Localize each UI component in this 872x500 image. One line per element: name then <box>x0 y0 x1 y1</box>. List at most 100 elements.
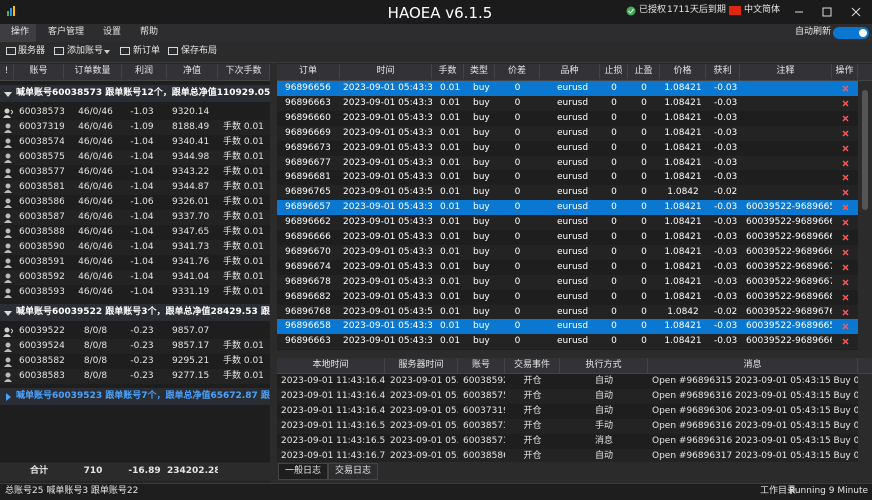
order-row[interactable] <box>277 185 858 201</box>
column-header[interactable]: 订单数量 <box>64 64 122 79</box>
order-cell: 1.08421 <box>664 232 702 242</box>
order-cell: buy <box>473 202 490 213</box>
close-order-button[interactable] <box>842 160 849 167</box>
order-cell: 0.01 <box>440 187 461 198</box>
close-order-button[interactable] <box>842 100 849 107</box>
account-cell: -1.04 <box>130 257 154 267</box>
column-header[interactable]: ! <box>0 64 14 79</box>
column-header[interactable]: 交易事件 <box>505 358 560 373</box>
close-order-button[interactable] <box>842 309 849 316</box>
order-row[interactable] <box>277 244 858 260</box>
close-order-button[interactable] <box>842 323 849 330</box>
toolbar-button[interactable]: 新订单 <box>133 46 161 56</box>
language[interactable]: 中文简体 <box>744 5 781 15</box>
order-row[interactable] <box>277 319 858 335</box>
order-row[interactable] <box>277 140 858 156</box>
menu-item[interactable]: 客户管理 <box>48 27 85 37</box>
column-header[interactable]: 消息 <box>648 358 858 373</box>
account-cell: 手数 0.01 <box>223 341 264 351</box>
order-row[interactable] <box>277 274 858 290</box>
order-row[interactable] <box>277 155 858 171</box>
order-cell: 1.08421 <box>664 157 702 168</box>
order-row[interactable] <box>277 110 858 126</box>
order-cell: 0 <box>611 112 617 123</box>
column-header[interactable]: 本地时间 <box>277 358 385 373</box>
toolbar-button[interactable]: 添加账号 <box>67 46 104 56</box>
close-order-button[interactable] <box>842 338 849 345</box>
close-order-button[interactable] <box>842 145 849 152</box>
close-order-button[interactable] <box>842 115 849 122</box>
menu-item[interactable]: 帮助 <box>140 27 159 37</box>
order-row[interactable] <box>277 215 858 231</box>
toolbar-icon <box>54 47 64 55</box>
order-cell: 0 <box>514 187 521 198</box>
account-cell: 9857.17 <box>172 341 210 351</box>
column-header[interactable]: 下次手数 <box>218 64 270 79</box>
order-row[interactable] <box>277 125 858 141</box>
order-row[interactable] <box>277 259 858 275</box>
column-header[interactable]: 价格 <box>660 64 706 79</box>
order-row[interactable] <box>277 95 858 111</box>
status-workdir[interactable]: 工作目录 <box>760 486 797 496</box>
account-cell: -0.23 <box>130 341 154 351</box>
column-header[interactable]: 时间 <box>340 64 432 79</box>
column-header[interactable]: 止盈 <box>628 64 660 79</box>
log-cell: 自动 <box>594 391 613 401</box>
order-row[interactable] <box>277 170 858 186</box>
account-icon <box>3 327 13 337</box>
order-row[interactable] <box>277 334 858 350</box>
auto-refresh-toggle[interactable] <box>833 27 869 39</box>
close-order-button[interactable] <box>842 130 849 137</box>
close-order-button[interactable] <box>842 264 849 271</box>
column-header[interactable]: 手数 <box>432 64 464 79</box>
app-title: HAOEA v6.1.5 <box>387 4 493 22</box>
order-row[interactable] <box>277 304 858 320</box>
order-row[interactable] <box>277 81 858 96</box>
close-order-button[interactable] <box>842 234 849 241</box>
toolbar-button[interactable]: 服务器 <box>18 46 46 56</box>
column-header[interactable]: 服务器时间 <box>385 358 458 373</box>
order-cell: buy <box>473 127 490 138</box>
log-cell: 60038592 <box>463 376 505 386</box>
account-cell: 手数 0.01 <box>223 182 264 192</box>
close-order-button[interactable] <box>842 219 849 226</box>
column-header[interactable]: 账号 <box>458 358 505 373</box>
column-header[interactable]: 类型 <box>464 64 495 79</box>
order-cell: -0.03 <box>714 232 738 242</box>
close-order-button[interactable] <box>842 249 849 256</box>
log-cell: 60038586 <box>463 451 505 461</box>
column-header[interactable]: 利润 <box>122 64 167 79</box>
column-header[interactable]: 订单 <box>277 64 340 79</box>
log-cell: 2023-09-01 05... <box>390 421 458 431</box>
menu-item[interactable]: 操作 <box>11 27 30 37</box>
order-row[interactable] <box>277 200 858 216</box>
order-cell: buy <box>473 306 490 317</box>
column-header[interactable]: 账号 <box>14 64 64 79</box>
close-order-button[interactable] <box>842 85 849 92</box>
column-header[interactable]: 注释 <box>740 64 832 79</box>
order-row[interactable] <box>277 289 858 305</box>
column-header[interactable]: 品种 <box>540 64 600 79</box>
column-header[interactable]: 执行方式 <box>560 358 648 373</box>
order-row[interactable] <box>277 230 858 245</box>
window-controls[interactable] <box>792 0 872 24</box>
close-order-button[interactable] <box>842 174 849 181</box>
toolbar-button[interactable]: 保存布局 <box>181 46 218 56</box>
tab[interactable]: 交易日志 <box>328 463 378 480</box>
close-order-button[interactable] <box>842 189 849 196</box>
column-header[interactable]: 获利 <box>706 64 740 79</box>
tab[interactable]: 一般日志 <box>278 463 328 480</box>
column-header[interactable]: 操作 <box>832 64 858 79</box>
close-order-button[interactable] <box>842 279 849 286</box>
order-cell: 0.01 <box>440 97 461 108</box>
close-order-button[interactable] <box>842 294 849 301</box>
column-header[interactable]: 净值 <box>167 64 218 79</box>
order-cell: 2023-09-01 05:43:35 <box>343 217 432 228</box>
close-order-button[interactable] <box>842 204 849 211</box>
menu-item[interactable]: 设置 <box>103 27 122 37</box>
column-header[interactable]: 止损 <box>600 64 628 79</box>
scroll-thumb[interactable] <box>862 90 868 210</box>
column-header[interactable]: 价差 <box>495 64 540 79</box>
log-cell: Open #96896316 2023-09-01 05:43:15 Buy 0… <box>652 436 858 446</box>
order-cell: 0 <box>611 261 617 272</box>
